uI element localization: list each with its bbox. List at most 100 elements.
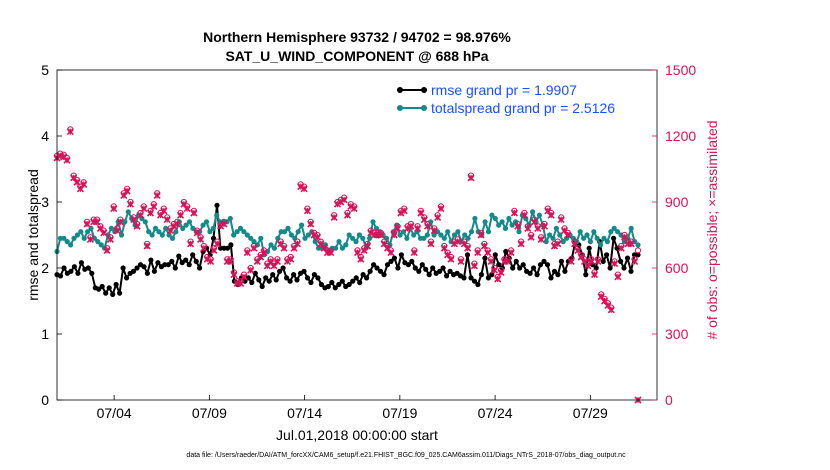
data-point-rmse	[89, 270, 95, 276]
data-point-totalspread	[207, 229, 213, 235]
data-point-totalspread	[530, 209, 536, 215]
data-point-rmse	[190, 252, 196, 258]
data-point-rmse	[541, 258, 547, 264]
data-point-rmse	[311, 272, 317, 278]
data-point-totalspread	[516, 229, 522, 235]
obs-assimilated-marker	[143, 242, 151, 250]
obs-possible-marker	[634, 247, 642, 254]
data-point-rmse	[377, 268, 384, 274]
data-point-totalspread	[203, 219, 210, 225]
right-tick-label: 900	[665, 194, 689, 210]
data-point-rmse	[510, 265, 516, 271]
obs-assimilated-marker	[570, 240, 579, 248]
legend: rmse grand pr = 1.9907 totalspread grand…	[397, 82, 615, 116]
left-tick-label: 3	[41, 194, 49, 210]
data-point-rmse	[503, 248, 509, 255]
data-point-rmse	[604, 252, 610, 258]
data-point-totalspread	[411, 232, 417, 238]
data-point-totalspread	[370, 219, 376, 225]
data-point-rmse	[266, 278, 272, 284]
data-point-rmse	[624, 255, 631, 261]
left-tick-label: 0	[41, 392, 49, 408]
data-point-rmse	[57, 273, 64, 279]
data-point-rmse	[252, 270, 258, 276]
data-point-totalspread	[146, 229, 152, 235]
right-axis-label: # of obs: o=possible; ×=assimilated	[704, 120, 720, 339]
obs-assimilated-marker	[116, 218, 125, 226]
x-tick-label: 07/19	[382, 405, 417, 421]
obs-assimilated-marker	[173, 220, 181, 228]
obs-assimilated-marker	[176, 211, 185, 219]
data-point-rmse	[391, 255, 397, 261]
obs-assimilated-marker	[437, 205, 445, 213]
data-point-rmse	[395, 265, 401, 271]
obs-assimilated-marker	[447, 255, 455, 263]
obs-assimilated-marker	[110, 205, 118, 213]
right-tick-label: 300	[665, 326, 689, 342]
data-point-rmse	[301, 268, 307, 274]
obs-assimilated-marker	[237, 279, 245, 287]
obs-assimilated-marker	[357, 255, 365, 263]
data-point-rmse	[513, 258, 519, 264]
data-point-totalspread	[604, 239, 611, 245]
data-point-totalspread	[598, 242, 604, 248]
data-point-rmse	[113, 281, 119, 288]
obs-assimilated-marker	[387, 249, 395, 257]
data-point-totalspread	[547, 232, 553, 238]
data-point-rmse	[256, 277, 262, 283]
data-point-rmse	[517, 265, 523, 271]
obs-assimilated-marker	[627, 240, 635, 248]
obs-assimilated-marker	[230, 271, 238, 279]
data-point-totalspread	[404, 235, 410, 241]
data-point-totalspread	[85, 229, 91, 235]
data-point-rmse	[318, 281, 324, 288]
data-point-rmse	[155, 260, 161, 266]
obs-assimilated-marker	[250, 244, 258, 252]
data-point-rmse	[409, 258, 415, 264]
obs-assimilated-marker	[170, 222, 178, 230]
obs-assimilated-marker	[197, 235, 205, 243]
data-point-totalspread	[64, 239, 70, 245]
data-point-rmse	[611, 235, 617, 241]
data-point-rmse	[544, 262, 551, 268]
obs-assimilated-marker	[594, 257, 602, 265]
data-point-rmse	[635, 252, 641, 258]
data-point-totalspread	[98, 242, 104, 248]
obs-assimilated-marker	[621, 233, 629, 241]
data-point-rmse	[85, 265, 91, 271]
obs-assimilated-marker	[293, 240, 301, 248]
obs-assimilated-marker	[607, 306, 615, 314]
data-point-totalspread	[421, 235, 427, 241]
data-point-rmse	[558, 258, 565, 264]
obs-assimilated-marker	[200, 244, 208, 252]
data-point-rmse	[464, 252, 471, 258]
obs-assimilated-marker	[300, 185, 308, 193]
data-point-rmse	[99, 283, 105, 290]
obs-assimilated-marker	[427, 240, 435, 248]
x-axis: 07/04 07/09 07/14 07/19 07/24 07/29	[97, 395, 608, 421]
obs-assimilated-marker	[510, 209, 518, 217]
obs-assimilated-marker	[203, 255, 211, 263]
data-point-rmse	[183, 257, 189, 263]
data-point-totalspread	[553, 225, 560, 231]
data-point-rmse	[249, 279, 255, 286]
data-point-rmse	[520, 262, 526, 268]
data-point-totalspread	[628, 225, 634, 231]
chart-title-line2: SAT_U_WIND_COMPONENT @ 688 hPa	[225, 48, 488, 64]
data-point-totalspread	[95, 239, 101, 245]
obs-assimilated-marker	[213, 240, 221, 248]
obs-assimilated-marker	[136, 211, 145, 219]
data-point-totalspread	[373, 225, 379, 231]
data-point-totalspread	[312, 239, 318, 245]
data-point-rmse	[416, 268, 422, 274]
data-point-totalspread	[482, 219, 488, 225]
data-point-rmse	[621, 265, 627, 271]
data-point-rmse	[593, 265, 599, 271]
data-point-totalspread	[241, 229, 247, 235]
obs-assimilated-marker	[550, 242, 559, 250]
data-point-rmse	[388, 258, 394, 264]
data-point-rmse	[551, 268, 558, 274]
data-point-totalspread	[336, 239, 342, 245]
data-point-rmse	[628, 268, 634, 274]
obs-assimilated-marker	[417, 209, 425, 217]
